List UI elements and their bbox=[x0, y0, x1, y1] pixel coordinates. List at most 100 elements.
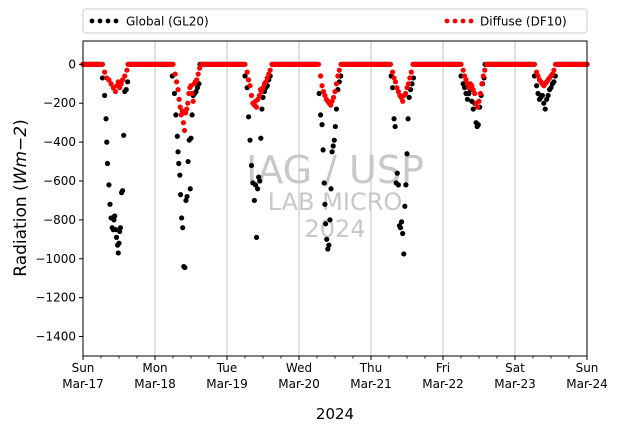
data-point bbox=[335, 73, 341, 79]
data-point bbox=[197, 65, 203, 71]
data-point bbox=[195, 71, 201, 77]
data-point bbox=[319, 122, 325, 128]
legend-frame bbox=[82, 8, 588, 34]
watermark-line-2: LAB MICRO bbox=[268, 188, 403, 216]
data-point bbox=[405, 81, 412, 87]
data-point bbox=[541, 100, 547, 106]
data-point bbox=[174, 133, 180, 139]
data-point bbox=[531, 73, 538, 79]
data-point bbox=[123, 87, 129, 93]
data-point bbox=[121, 132, 127, 138]
legend-label-diffuse: Diffuse (DF10) bbox=[480, 15, 567, 29]
data-point bbox=[474, 104, 481, 110]
data-point bbox=[104, 160, 111, 167]
y-axis-title-main: Radiation ( bbox=[11, 184, 31, 276]
data-point bbox=[476, 98, 482, 104]
data-point bbox=[462, 85, 468, 91]
data-point bbox=[404, 151, 410, 157]
data-point bbox=[117, 225, 124, 231]
x-tick-weekday: Wed bbox=[286, 361, 312, 375]
data-point bbox=[246, 114, 252, 120]
data-point bbox=[332, 123, 338, 130]
data-point bbox=[390, 69, 396, 75]
data-point bbox=[400, 230, 406, 237]
data-point bbox=[406, 94, 412, 100]
data-point bbox=[99, 75, 106, 81]
x-axis: Sun Mar-17 Mon Mar-18 Tue Mar-19 Wed Mar-20 Thu M… bbox=[62, 356, 608, 391]
data-point bbox=[545, 92, 551, 99]
data-point bbox=[185, 100, 191, 106]
legend-label-global: Global (GL20) bbox=[126, 15, 209, 29]
data-point bbox=[259, 106, 265, 112]
data-point bbox=[333, 106, 340, 112]
x-tick-date: Mar-23 bbox=[494, 377, 535, 391]
data-point bbox=[331, 137, 337, 143]
data-point bbox=[122, 73, 128, 79]
data-point bbox=[318, 73, 324, 79]
data-point bbox=[332, 88, 338, 95]
data-point bbox=[321, 180, 327, 186]
data-point bbox=[322, 201, 328, 207]
data-point bbox=[253, 104, 260, 110]
data-point bbox=[458, 73, 464, 79]
x-tick-weekday: Sun bbox=[576, 361, 599, 375]
data-point bbox=[184, 193, 190, 200]
data-point bbox=[194, 77, 200, 83]
data-point bbox=[256, 92, 262, 99]
data-point bbox=[113, 227, 119, 233]
data-point bbox=[460, 67, 466, 73]
data-point bbox=[176, 160, 182, 167]
x-gridlines bbox=[154, 41, 516, 356]
data-point bbox=[402, 90, 409, 97]
data-point bbox=[177, 192, 184, 198]
y-tick-label: −400 bbox=[43, 135, 76, 149]
x-tick-weekday: Fri bbox=[436, 361, 450, 375]
data-point bbox=[257, 178, 263, 184]
x-axis-title: 2024 bbox=[316, 405, 354, 423]
data-point bbox=[248, 92, 255, 99]
x-tick-weekday: Mon bbox=[142, 361, 167, 375]
data-point bbox=[179, 215, 185, 221]
data-point bbox=[402, 203, 408, 209]
data-point bbox=[318, 112, 324, 118]
data-point bbox=[330, 94, 337, 100]
x-tick-weekday: Sat bbox=[505, 361, 525, 375]
y-axis-title: Radiation (Wm−2) bbox=[11, 119, 31, 276]
data-point bbox=[333, 81, 340, 87]
data-point bbox=[176, 96, 182, 102]
data-point bbox=[244, 69, 250, 75]
x-tick-date: Mar-22 bbox=[422, 377, 463, 391]
data-point bbox=[395, 182, 401, 188]
data-point bbox=[187, 186, 193, 192]
x-tick-weekday: Thu bbox=[359, 361, 383, 375]
data-point bbox=[397, 225, 404, 231]
data-point bbox=[177, 104, 183, 110]
data-point bbox=[464, 96, 471, 102]
data-point bbox=[534, 83, 540, 89]
x-tick-date: Mar-20 bbox=[278, 377, 319, 391]
data-point bbox=[315, 61, 322, 67]
data-point bbox=[184, 106, 190, 112]
data-point bbox=[104, 139, 110, 145]
data-point bbox=[323, 221, 329, 227]
data-point bbox=[171, 90, 178, 97]
data-point bbox=[252, 182, 259, 188]
data-point bbox=[480, 73, 486, 79]
data-point bbox=[181, 127, 188, 134]
x-tick-weekday: Sun bbox=[72, 361, 95, 375]
data-point bbox=[175, 87, 181, 93]
data-point bbox=[320, 147, 326, 153]
data-point bbox=[111, 217, 117, 223]
data-point bbox=[120, 188, 126, 194]
data-point bbox=[403, 182, 409, 188]
y-tick-label: −600 bbox=[43, 174, 76, 188]
data-point bbox=[247, 83, 253, 89]
data-point bbox=[189, 112, 195, 118]
data-point bbox=[458, 61, 464, 67]
data-point bbox=[401, 251, 407, 257]
data-point bbox=[336, 67, 342, 73]
data-point bbox=[394, 170, 400, 176]
x-tick-date: Mar-24 bbox=[566, 377, 607, 391]
data-point bbox=[482, 67, 488, 73]
